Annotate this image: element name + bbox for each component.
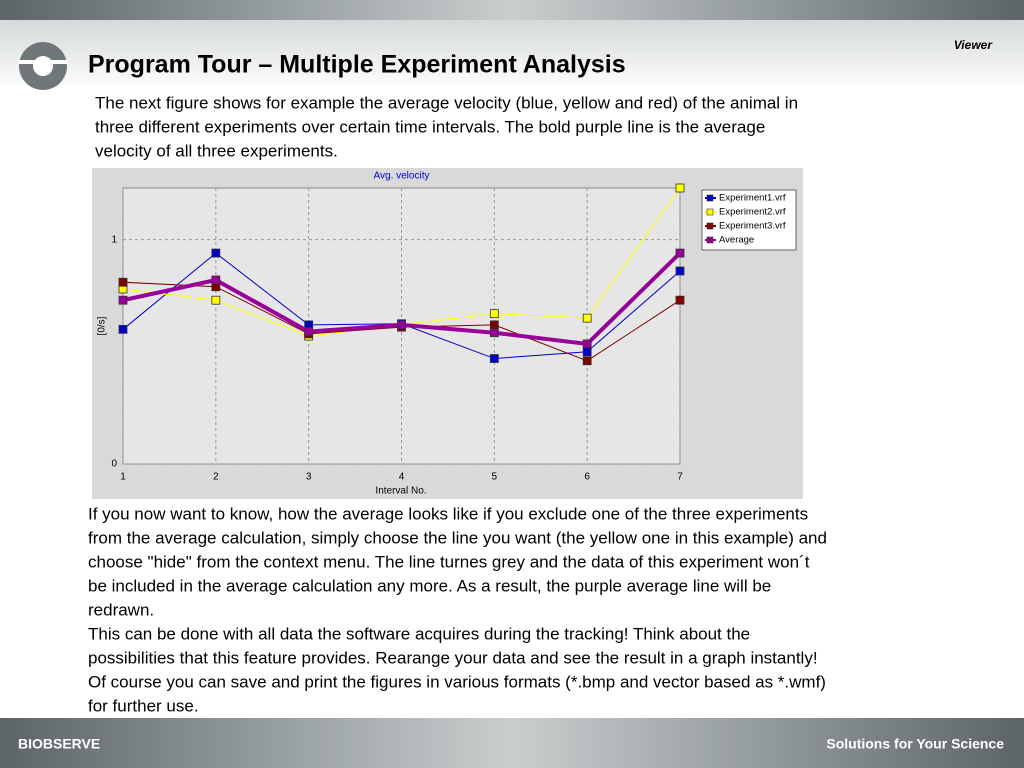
marker (582, 313, 592, 323)
marker (675, 183, 685, 193)
body-line: choose "hide" from the context menu. The… (88, 552, 810, 571)
marker (489, 320, 499, 330)
header-bar (0, 0, 1024, 20)
marker (675, 248, 685, 258)
title: Program Tour – Multiple Experiment Analy… (88, 51, 626, 79)
legend-marker (706, 236, 714, 244)
marker (118, 324, 128, 334)
x-tick-label: 2 (213, 472, 219, 483)
legend-marker (706, 222, 714, 230)
x-axis-label: Interval No. (375, 486, 426, 497)
body-line: If you now want to know, how the average… (88, 504, 808, 523)
x-tick-label: 4 (399, 472, 405, 483)
marker (489, 309, 499, 319)
y-tick-label: 0 (111, 459, 117, 470)
legend-label: Experiment1.vrf (719, 193, 786, 204)
marker (118, 295, 128, 305)
body-line: redrawn. (88, 600, 154, 619)
x-tick-label: 3 (306, 472, 312, 483)
marker (582, 347, 592, 357)
x-tick-label: 7 (677, 472, 683, 483)
tag: Viewer (954, 38, 994, 52)
logo (19, 42, 67, 90)
marker (582, 356, 592, 366)
x-tick-label: 5 (492, 472, 498, 483)
marker (118, 277, 128, 287)
chart-title: Avg. velocity (374, 171, 430, 182)
marker (211, 275, 221, 285)
intro-line: three different experiments over certain… (95, 117, 765, 136)
marker (675, 295, 685, 305)
intro-line: velocity of all three experiments. (95, 141, 338, 160)
marker (489, 328, 499, 338)
marker (675, 266, 685, 276)
y-tick-label: 1 (111, 234, 117, 245)
legend-marker (706, 194, 714, 202)
legend-marker (706, 208, 714, 216)
body-line: for further use. (88, 696, 199, 715)
marker (211, 295, 221, 305)
body-line: This can be done with all data the softw… (88, 624, 750, 643)
x-tick-label: 1 (120, 472, 126, 483)
marker (582, 339, 592, 349)
legend-label: Average (719, 235, 754, 246)
slogan: Solutions for Your Science (826, 736, 1004, 752)
footer-bar (0, 718, 1024, 768)
intro-line: The next figure shows for example the av… (95, 93, 798, 112)
legend-label: Experiment3.vrf (719, 221, 786, 232)
body-line: possibilities that this feature provides… (88, 648, 818, 667)
marker (489, 354, 499, 363)
body-line: be included in the average calculation a… (88, 576, 771, 595)
marker (304, 327, 314, 337)
y-axis-label: [0/s] (97, 316, 108, 335)
brand: BIOBSERVE (18, 736, 100, 752)
x-tick-label: 6 (584, 472, 590, 483)
legend-box (701, 189, 797, 251)
body-line: from the average calculation, simply cho… (88, 528, 827, 547)
legend-label: Experiment2.vrf (719, 207, 786, 218)
header-fade (0, 20, 1024, 90)
marker (211, 248, 221, 258)
marker (397, 320, 406, 330)
body-line: Of course you can save and print the fig… (88, 672, 826, 691)
